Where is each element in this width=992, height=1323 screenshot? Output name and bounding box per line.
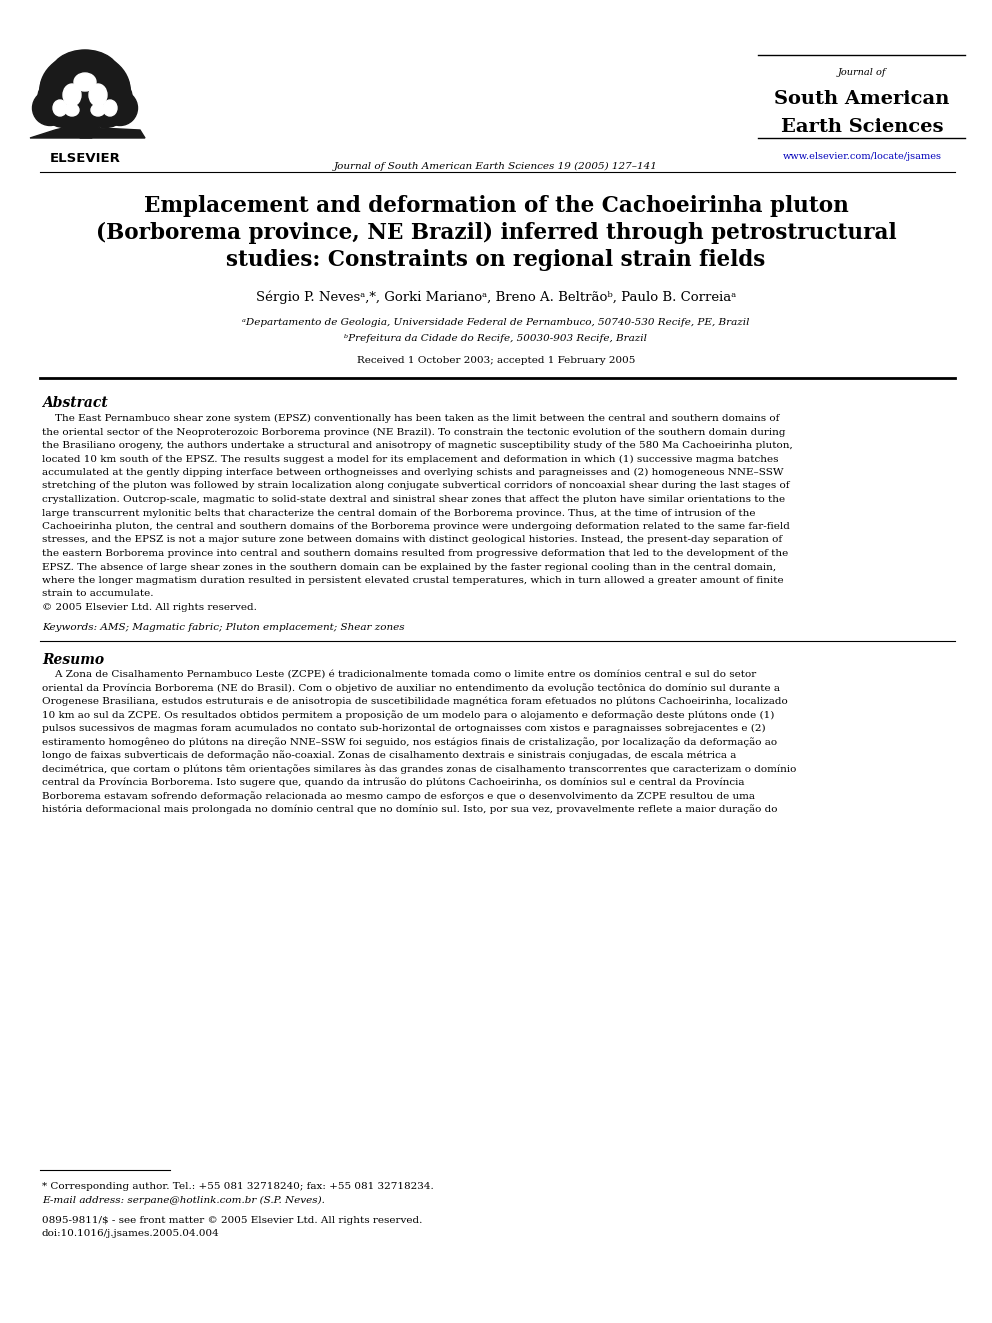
Ellipse shape xyxy=(53,101,67,116)
Text: strain to accumulate.: strain to accumulate. xyxy=(42,590,154,598)
Ellipse shape xyxy=(89,83,107,106)
Ellipse shape xyxy=(50,65,100,105)
Ellipse shape xyxy=(103,101,117,116)
Text: doi:10.1016/j.jsames.2005.04.004: doi:10.1016/j.jsames.2005.04.004 xyxy=(42,1229,220,1238)
Text: * Corresponding author. Tel.: +55 081 32718240; fax: +55 081 32718234.: * Corresponding author. Tel.: +55 081 32… xyxy=(42,1181,434,1191)
Text: the Brasiliano orogeny, the authors undertake a structural and anisotropy of mag: the Brasiliano orogeny, the authors unde… xyxy=(42,441,793,450)
Text: accumulated at the gently dipping interface between orthogneisses and overlying : accumulated at the gently dipping interf… xyxy=(42,468,784,478)
Text: The East Pernambuco shear zone system (EPSZ) conventionally has been taken as th: The East Pernambuco shear zone system (E… xyxy=(42,414,780,423)
Text: Resumo: Resumo xyxy=(42,654,104,668)
Text: studies: Constraints on regional strain fields: studies: Constraints on regional strain … xyxy=(226,249,766,271)
Text: the oriental sector of the Neoproterozoic Borborema province (NE Brazil). To con: the oriental sector of the Neoproterozoi… xyxy=(42,427,786,437)
Text: crystallization. Outcrop-scale, magmatic to solid-state dextral and sinistral sh: crystallization. Outcrop-scale, magmatic… xyxy=(42,495,785,504)
Text: Keywords: AMS; Magmatic fabric; Pluton emplacement; Shear zones: Keywords: AMS; Magmatic fabric; Pluton e… xyxy=(42,623,405,631)
Text: E-mail address: serpane@hotlink.com.br (S.P. Neves).: E-mail address: serpane@hotlink.com.br (… xyxy=(42,1196,324,1205)
Ellipse shape xyxy=(74,73,96,91)
Text: estiramento homogêneo do plútons na direção NNE–SSW foi seguido, nos estágios fi: estiramento homogêneo do plútons na dire… xyxy=(42,737,777,746)
Text: where the longer magmatism duration resulted in persistent elevated crustal temp: where the longer magmatism duration resu… xyxy=(42,576,784,585)
Ellipse shape xyxy=(63,83,81,106)
Text: Orogenese Brasiliana, estudos estruturais e de anisotropia de suscetibilidade ma: Orogenese Brasiliana, estudos estruturai… xyxy=(42,696,788,706)
Text: South American: South American xyxy=(775,90,949,108)
Text: EPSZ. The absence of large shear zones in the southern domain can be explained b: EPSZ. The absence of large shear zones i… xyxy=(42,562,776,572)
Ellipse shape xyxy=(40,53,130,127)
Text: 0895-9811/$ - see front matter © 2005 Elsevier Ltd. All rights reserved.: 0895-9811/$ - see front matter © 2005 El… xyxy=(42,1216,423,1225)
Text: oriental da Província Borborema (NE do Brasil). Com o objetivo de auxiliar no en: oriental da Província Borborema (NE do B… xyxy=(42,683,780,693)
Ellipse shape xyxy=(77,73,133,127)
Text: decimétrica, que cortam o plútons têm orientações similares às das grandes zonas: decimétrica, que cortam o plútons têm or… xyxy=(42,763,797,774)
Ellipse shape xyxy=(65,105,79,116)
Text: Journal of South American Earth Sciences 19 (2005) 127–141: Journal of South American Earth Sciences… xyxy=(334,161,658,171)
Text: Cachoeirinha pluton, the central and southern domains of the Borborema province : Cachoeirinha pluton, the central and sou… xyxy=(42,523,790,531)
Text: (Borborema province, NE Brazil) inferred through petrostructural: (Borborema province, NE Brazil) inferred… xyxy=(95,222,897,245)
Text: large transcurrent mylonitic belts that characterize the central domain of the B: large transcurrent mylonitic belts that … xyxy=(42,508,756,517)
Text: central da Província Borborema. Isto sugere que, quando da intrusão do plútons C: central da Província Borborema. Isto sug… xyxy=(42,778,745,787)
Text: longo de faixas subverticais de deformação não-coaxial. Zonas de cisalhamento de: longo de faixas subverticais de deformaç… xyxy=(42,750,736,761)
Ellipse shape xyxy=(50,50,120,101)
Text: ᵃDepartamento de Geologia, Universidade Federal de Pernambuco, 50740-530 Recife,: ᵃDepartamento de Geologia, Universidade … xyxy=(242,318,750,327)
Ellipse shape xyxy=(40,67,80,112)
Text: história deformacional mais prolongada no domínio central que no domínio sul. Is: história deformacional mais prolongada n… xyxy=(42,804,778,814)
Text: Emplacement and deformation of the Cachoeirinha pluton: Emplacement and deformation of the Cacho… xyxy=(144,194,848,217)
Ellipse shape xyxy=(62,50,107,86)
Text: A Zona de Cisalhamento Pernambuco Leste (ZCPE) é tradicionalmente tomada como o : A Zona de Cisalhamento Pernambuco Leste … xyxy=(42,669,756,679)
Text: 10 km ao sul da ZCPE. Os resultados obtidos permitem a proposição de um modelo p: 10 km ao sul da ZCPE. Os resultados obti… xyxy=(42,710,775,720)
Ellipse shape xyxy=(38,73,92,127)
Text: stretching of the pluton was followed by strain localization along conjugate sub: stretching of the pluton was followed by… xyxy=(42,482,790,491)
Text: pulsos sucessivos de magmas foram acumulados no contato sub-horizontal de ortogn: pulsos sucessivos de magmas foram acumul… xyxy=(42,724,766,733)
Text: ELSEVIER: ELSEVIER xyxy=(50,152,120,165)
Text: www.elsevier.com/locate/jsames: www.elsevier.com/locate/jsames xyxy=(783,152,941,161)
Text: Borborema estavam sofrendo deformação relacionada ao mesmo campo de esforços e q: Borborema estavam sofrendo deformação re… xyxy=(42,791,755,800)
Ellipse shape xyxy=(33,90,67,126)
Ellipse shape xyxy=(91,105,105,116)
Text: Journal of: Journal of xyxy=(838,67,886,77)
Text: Abstract: Abstract xyxy=(42,396,108,410)
Text: Sérgio P. Nevesᵃ,*, Gorki Marianoᵃ, Breno A. Beltrãoᵇ, Paulo B. Correiaᵃ: Sérgio P. Nevesᵃ,*, Gorki Marianoᵃ, Bren… xyxy=(256,290,736,303)
Text: © 2005 Elsevier Ltd. All rights reserved.: © 2005 Elsevier Ltd. All rights reserved… xyxy=(42,603,257,613)
Ellipse shape xyxy=(102,90,138,126)
Ellipse shape xyxy=(70,65,120,105)
Polygon shape xyxy=(80,115,92,138)
Text: Earth Sciences: Earth Sciences xyxy=(781,118,943,136)
Text: Received 1 October 2003; accepted 1 February 2005: Received 1 October 2003; accepted 1 Febr… xyxy=(357,356,635,365)
Text: located 10 km south of the EPSZ. The results suggest a model for its emplacement: located 10 km south of the EPSZ. The res… xyxy=(42,455,779,463)
Ellipse shape xyxy=(90,67,130,112)
Text: ᵇPrefeitura da Cidade do Recife, 50030-903 Recife, Brazil: ᵇPrefeitura da Cidade do Recife, 50030-9… xyxy=(344,333,648,343)
Polygon shape xyxy=(30,120,145,138)
Text: the eastern Borborema province into central and southern domains resulted from p: the eastern Borborema province into cent… xyxy=(42,549,789,558)
Text: stresses, and the EPSZ is not a major suture zone between domains with distinct : stresses, and the EPSZ is not a major su… xyxy=(42,536,782,545)
